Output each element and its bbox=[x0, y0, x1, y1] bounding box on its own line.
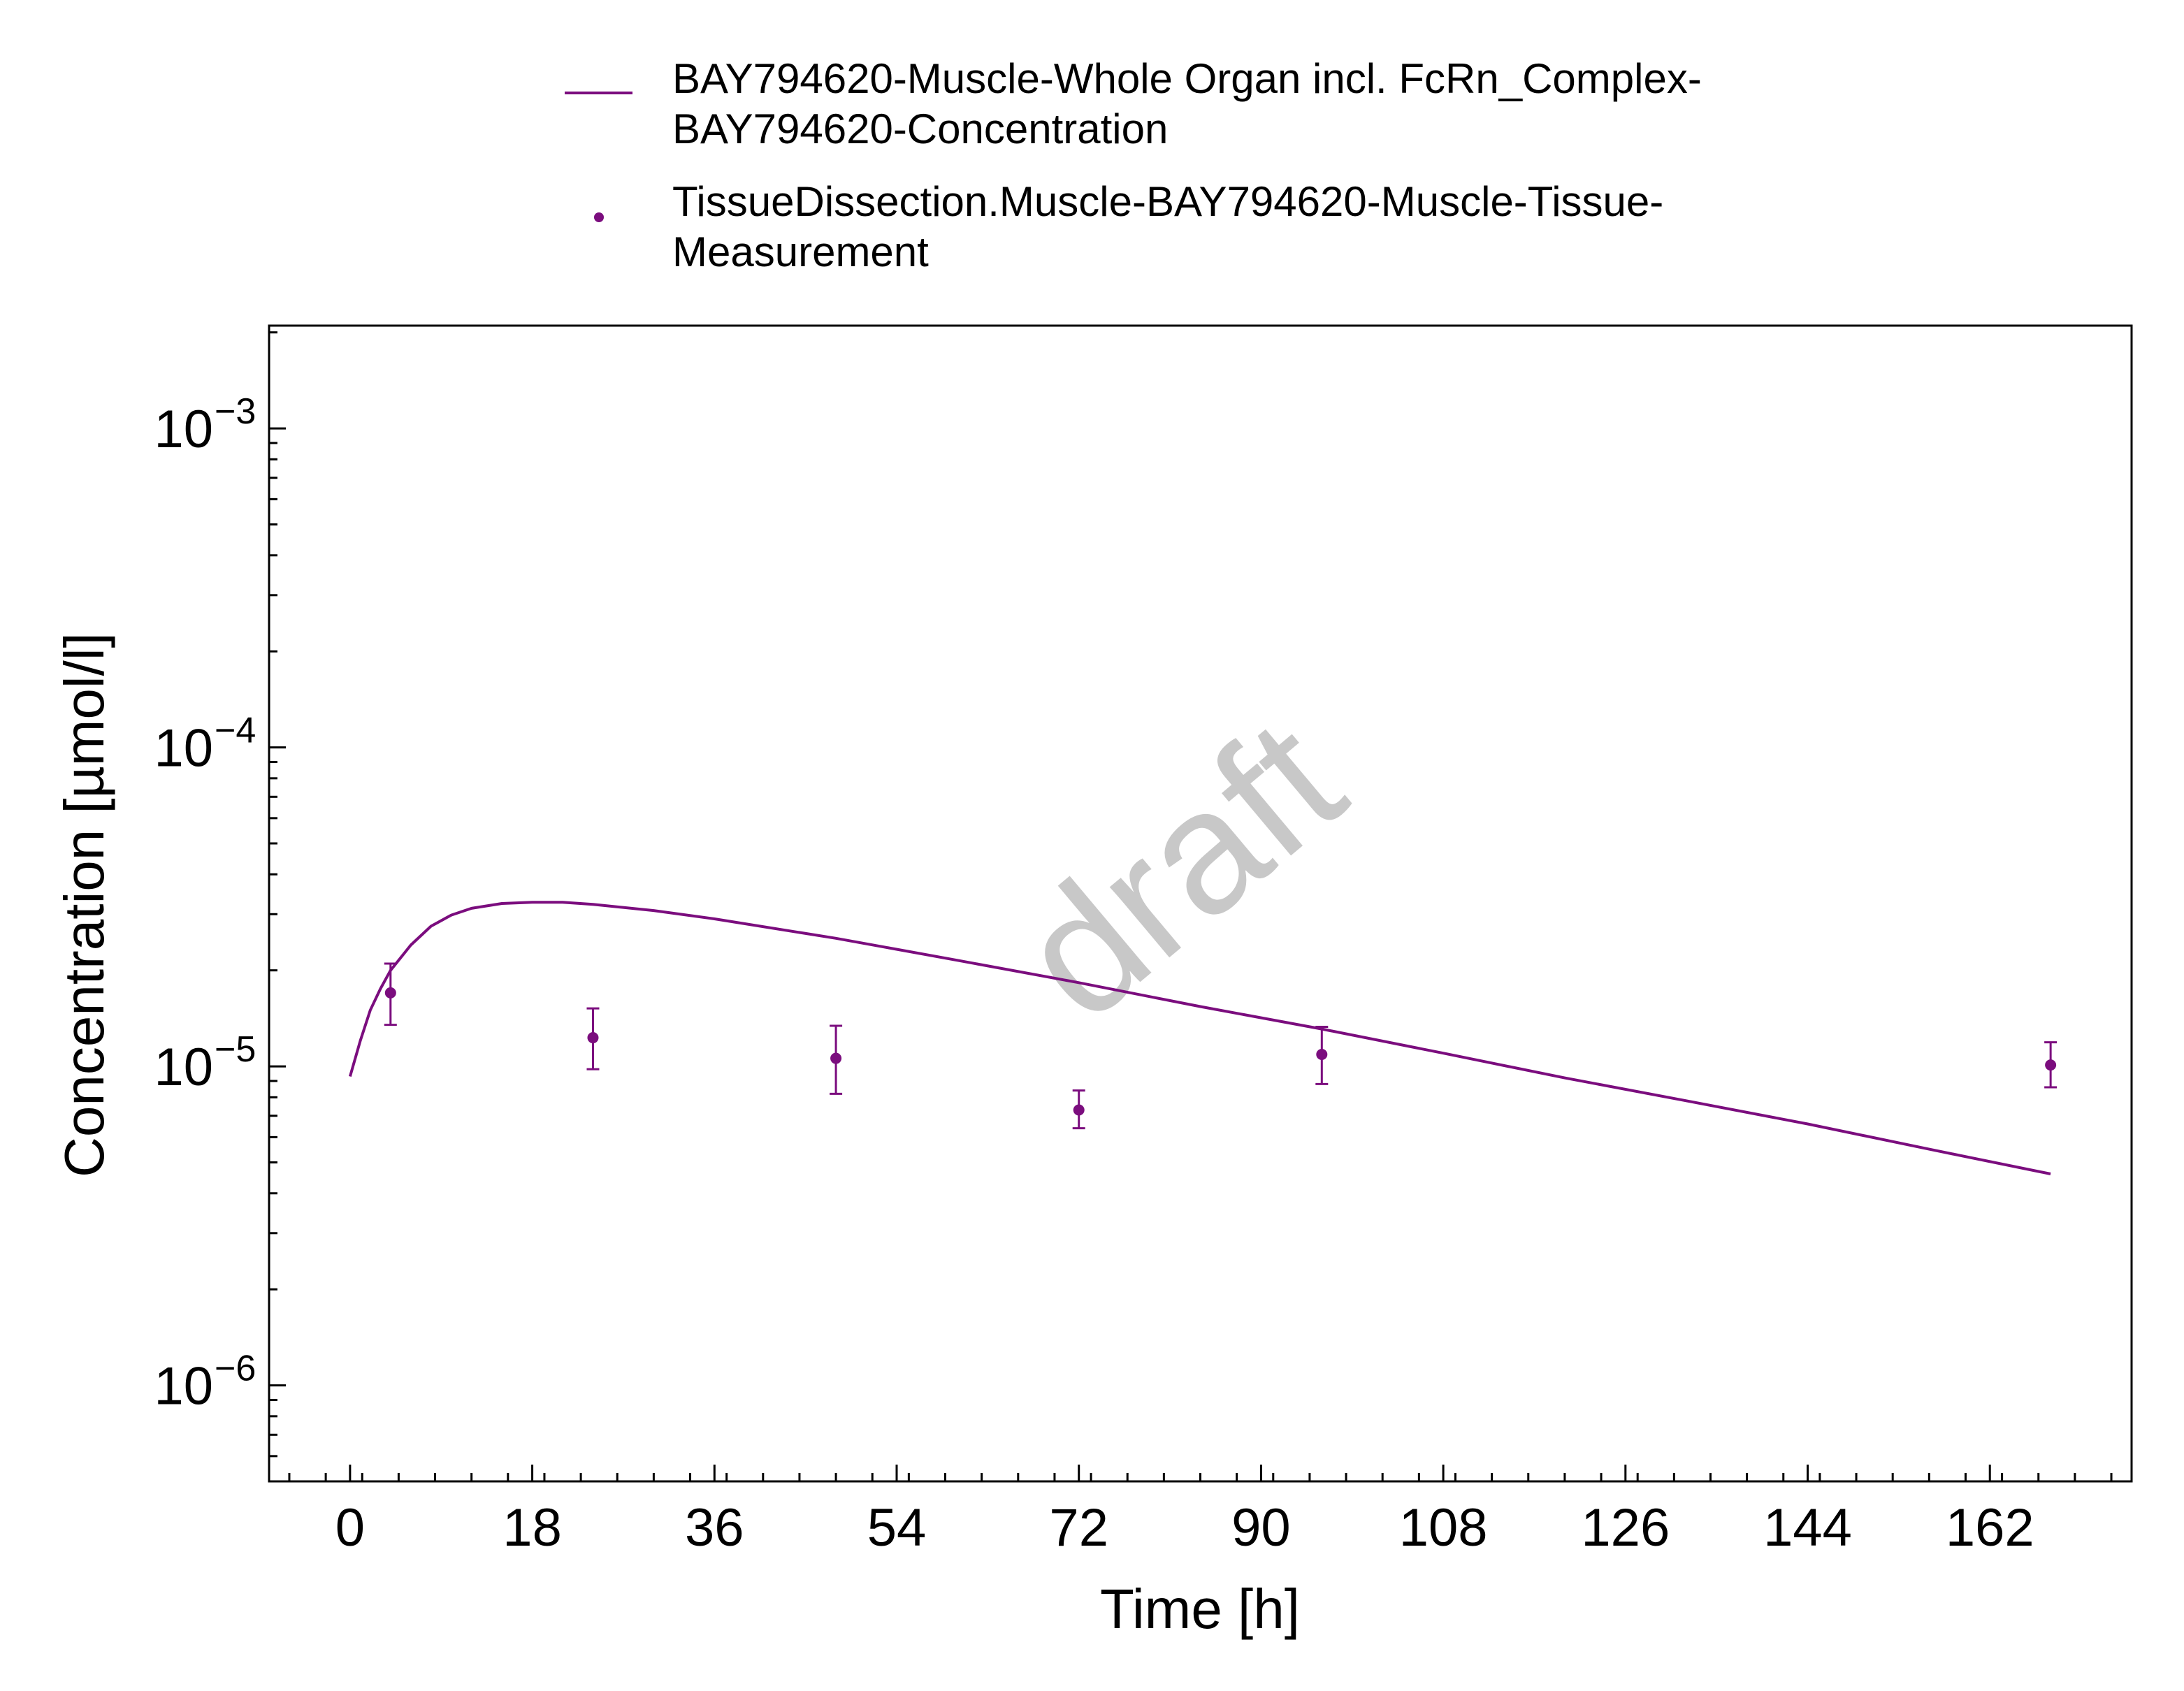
x-tick-label: 162 bbox=[1946, 1498, 2034, 1558]
legend: BAY794620-Muscle-Whole Organ incl. FcRn_… bbox=[565, 55, 1702, 275]
y-axis-title: Concentration [µmol/l] bbox=[53, 632, 115, 1177]
data-point bbox=[830, 1052, 842, 1064]
y-tick-base: 10 bbox=[154, 400, 213, 459]
data-point bbox=[587, 1032, 599, 1044]
legend-points-label-2: Measurement bbox=[672, 228, 929, 275]
x-tick-label: 36 bbox=[685, 1498, 744, 1558]
y-tick-base: 10 bbox=[154, 1038, 213, 1097]
y-tick-label: 10 −5 bbox=[154, 1029, 256, 1097]
y-tick-label: 10 −6 bbox=[154, 1349, 256, 1416]
legend-line-label-2: BAY794620-Concentration bbox=[672, 106, 1168, 152]
y-tick-base: 10 bbox=[154, 1357, 213, 1416]
data-point bbox=[2045, 1059, 2057, 1071]
legend-points-label-1: TissueDissection.Muscle-BAY794620-Muscle… bbox=[672, 178, 1663, 225]
plot-area bbox=[348, 901, 2058, 1175]
data-point bbox=[1316, 1048, 1328, 1060]
x-tick-label: 144 bbox=[1763, 1498, 1852, 1558]
x-tick-label: 90 bbox=[1231, 1498, 1291, 1558]
y-tick-label: 10 −3 bbox=[154, 391, 256, 459]
data-point bbox=[384, 987, 396, 999]
y-tick-base: 10 bbox=[154, 719, 213, 778]
measurement-point bbox=[2044, 1041, 2058, 1089]
measurement-point bbox=[830, 1024, 843, 1095]
draft-watermark: draft bbox=[984, 682, 1377, 1056]
legend-points-swatch bbox=[594, 212, 604, 222]
y-tick-exponent: −3 bbox=[215, 391, 256, 432]
x-axis-title: Time [h] bbox=[1100, 1578, 1300, 1640]
measurement-point bbox=[1315, 1026, 1329, 1085]
y-tick-exponent: −4 bbox=[215, 711, 256, 751]
measurement-point bbox=[384, 962, 397, 1026]
x-tick-label: 126 bbox=[1581, 1498, 1670, 1558]
data-point bbox=[1073, 1104, 1085, 1116]
x-tick-label: 18 bbox=[502, 1498, 562, 1558]
measurement-point bbox=[1072, 1089, 1085, 1130]
x-axis: 0 18 36 54 72 90 108 126 144 162 bbox=[288, 1465, 2113, 1558]
measurement-point bbox=[586, 1007, 600, 1071]
y-tick-label: 10 −4 bbox=[154, 711, 256, 778]
x-tick-label: 0 bbox=[335, 1498, 365, 1558]
x-tick-label: 54 bbox=[867, 1498, 927, 1558]
x-tick-label: 108 bbox=[1399, 1498, 1488, 1558]
x-tick-label: 72 bbox=[1049, 1498, 1108, 1558]
y-axis: 10−310−410−510−6 bbox=[154, 331, 286, 1483]
legend-line-label-1: BAY794620-Muscle-Whole Organ incl. FcRn_… bbox=[672, 55, 1702, 102]
y-tick-exponent: −6 bbox=[215, 1349, 256, 1389]
y-tick-exponent: −5 bbox=[215, 1029, 256, 1070]
simulation-line bbox=[348, 901, 2051, 1175]
